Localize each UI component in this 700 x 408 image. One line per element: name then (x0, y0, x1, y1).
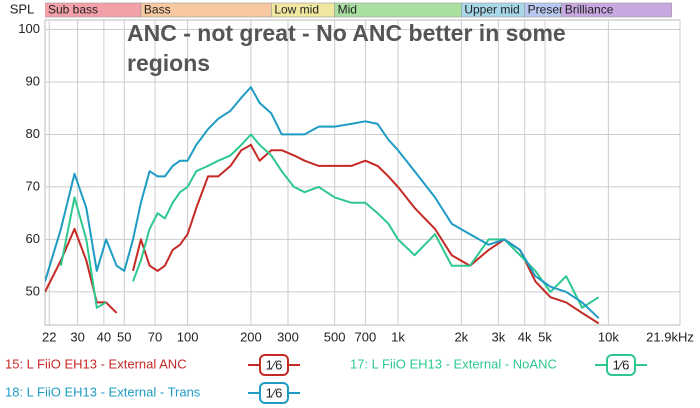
band (561, 2, 673, 18)
x-tick-label: 200 (240, 329, 262, 344)
band-bar: Sub bass Bass Low mid Mid Upper mid Preser Bri… (45, 2, 673, 18)
band-label: Low mid (274, 3, 319, 17)
legend-smoothing: 1⁄6 (266, 357, 283, 372)
y-tick-label: 70 (26, 178, 40, 193)
x-tick-label: 5k (538, 329, 552, 344)
band-label: Bass (144, 3, 171, 17)
legend-label: 15: L FiiO EH13 - External ANC (5, 356, 187, 371)
x-tick-label: 100 (177, 329, 199, 344)
grid (44, 19, 681, 326)
band-label: Brilliance (565, 3, 614, 17)
x-tick-label: 30 (70, 329, 84, 344)
x-tick-label: 50 (117, 329, 131, 344)
legend-box (259, 382, 289, 404)
legend-smoothing: 1⁄6 (613, 357, 630, 372)
x-tick-label: 70 (148, 329, 162, 344)
x-tick-label: 40 (97, 329, 111, 344)
legend-label: 17: L FiiO EH13 - External - NoANC (350, 356, 557, 371)
x-tick-label: 4k (518, 329, 532, 344)
x-tick-label: 21.9kHz (646, 329, 694, 344)
y-axis-label: SPL (10, 1, 35, 16)
legend-box (606, 354, 636, 376)
x-tick-label: 22 (42, 329, 56, 344)
legend-label: 18: L FiiO EH13 - External - Trans (5, 384, 201, 399)
band-label: Mid (338, 3, 357, 17)
labels: 50 60 70 80 90 100 22 30 40 50 70 100 200 300 500 700 1k… (5, 21, 694, 404)
legend-smoothing: 1⁄6 (266, 385, 283, 400)
x-tick-label: 2k (454, 329, 468, 344)
y-tick-label: 60 (26, 231, 40, 246)
band-label: Sub bass (48, 3, 98, 17)
plot-lines (45, 87, 625, 325)
band-label: Preser (528, 3, 563, 17)
x-tick-label: 3k (491, 329, 505, 344)
x-tick-label: 300 (277, 329, 299, 344)
x-tick-label: 500 (324, 329, 346, 344)
y-tick-label: 100 (18, 21, 40, 36)
legend-box (259, 354, 289, 376)
y-tick-label: 80 (26, 126, 40, 141)
series-line (59, 133, 600, 309)
x-tick-label: 700 (355, 329, 377, 344)
chart-title: ANC - not great - No ANC better in some … (127, 20, 566, 76)
y-tick-label: 90 (26, 73, 40, 88)
series-line (45, 143, 600, 325)
x-tick-label: 10k (598, 329, 619, 344)
y-tick-label: 50 (26, 283, 40, 298)
band-label: Upper mid (464, 3, 519, 17)
x-tick-label: 1k (391, 329, 405, 344)
